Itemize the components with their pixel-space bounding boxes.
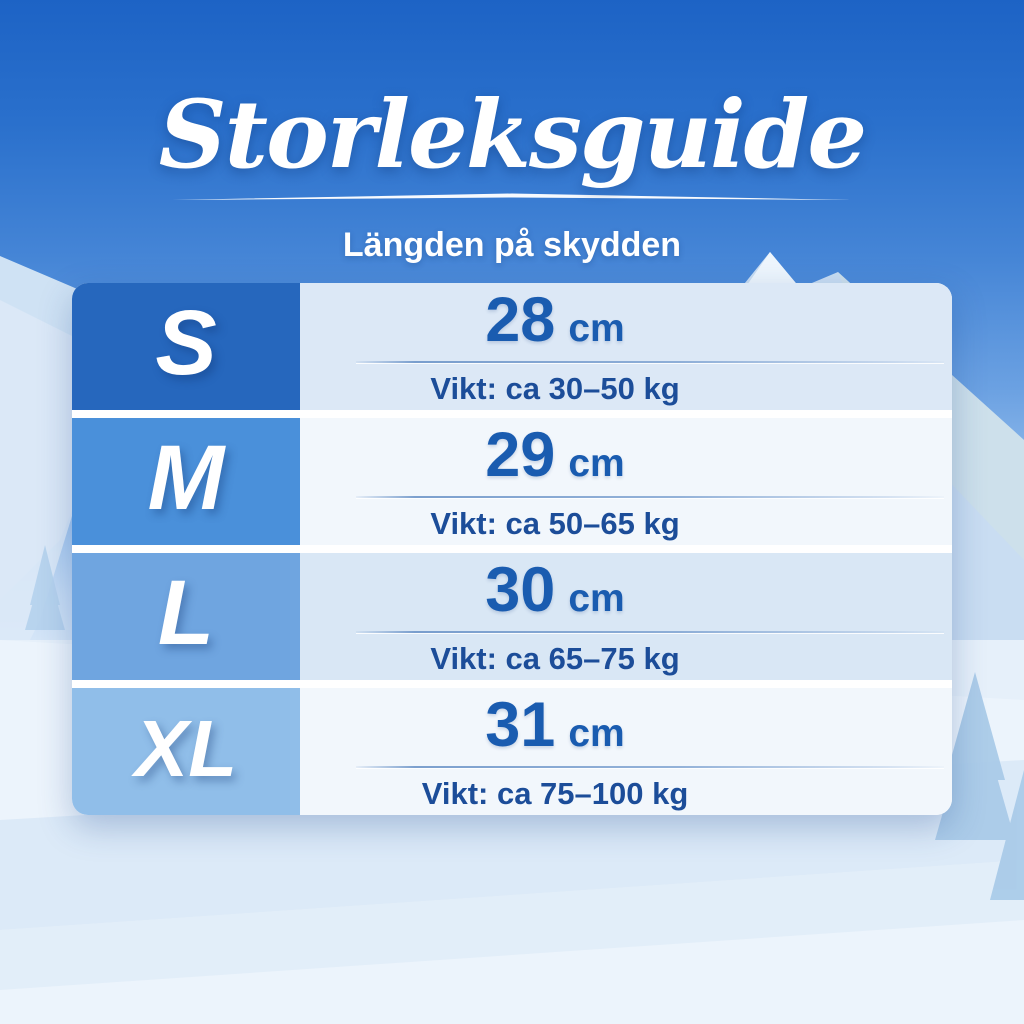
size-label-l: L: [72, 553, 300, 680]
table-row-xl: XL 31 cm Vikt: ca 75–100 kg: [72, 688, 952, 815]
table-row-l: L 30 cm Vikt: ca 65–75 kg: [72, 553, 952, 680]
table-row-m: M 29 cm Vikt: ca 50–65 kg: [72, 418, 952, 545]
row-divider: [356, 766, 944, 768]
pine-trees-right: [935, 672, 1024, 900]
size-details-s: 28 cm Vikt: ca 30–50 kg: [300, 283, 952, 410]
length-number: 31: [485, 690, 556, 760]
weight-range: Vikt: ca 50–65 kg: [430, 506, 680, 541]
size-label-xl: XL: [72, 688, 300, 815]
length-unit: cm: [568, 577, 625, 620]
row-divider: [356, 631, 944, 633]
size-details-m: 29 cm Vikt: ca 50–65 kg: [300, 418, 952, 545]
page-title: Storleksguide: [158, 80, 867, 190]
size-details-l: 30 cm Vikt: ca 65–75 kg: [300, 553, 952, 680]
length-unit: cm: [568, 307, 625, 350]
size-guide-table: S 28 cm Vikt: ca 30–50 kg M 29 cm Vikt: …: [72, 283, 952, 815]
table-row-s: S 28 cm Vikt: ca 30–50 kg: [72, 283, 952, 410]
title-underline-flourish: [172, 193, 852, 200]
size-details-xl: 31 cm Vikt: ca 75–100 kg: [300, 688, 952, 815]
row-divider: [356, 496, 944, 498]
length-unit: cm: [568, 712, 625, 755]
row-divider: [356, 361, 944, 363]
weight-range: Vikt: ca 30–50 kg: [430, 371, 680, 406]
weight-range: Vikt: ca 65–75 kg: [430, 641, 680, 676]
length-number: 29: [485, 420, 556, 490]
size-label-m: M: [72, 418, 300, 545]
page-subtitle: Längden på skydden: [342, 226, 682, 264]
length-value: 30 cm: [300, 559, 810, 625]
length-number: 30: [485, 555, 556, 625]
length-number: 28: [485, 285, 556, 355]
weight-range: Vikt: ca 75–100 kg: [421, 776, 689, 811]
length-value: 29 cm: [300, 424, 810, 490]
length-value: 31 cm: [300, 694, 810, 760]
length-value: 28 cm: [300, 289, 810, 355]
size-label-s: S: [72, 283, 300, 410]
length-unit: cm: [568, 442, 625, 485]
